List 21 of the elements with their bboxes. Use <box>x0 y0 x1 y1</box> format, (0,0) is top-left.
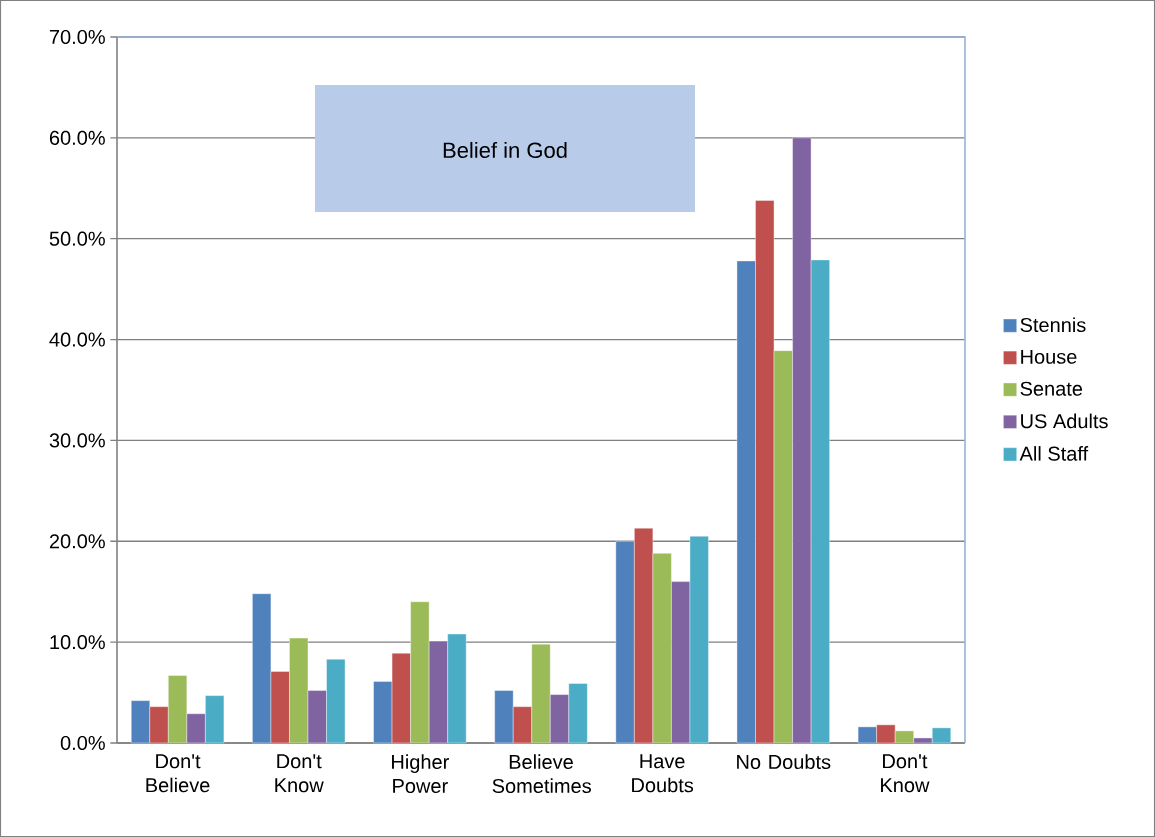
x-tick-label: No Doubts <box>737 754 831 770</box>
y-tick-label: 30.0% <box>49 433 105 448</box>
y-tick-label: 20.0% <box>49 534 105 549</box>
x-tick-label: Don't Believe <box>146 754 210 793</box>
legend-label: House <box>1021 349 1077 364</box>
legend-label: All Staff <box>1019 446 1089 461</box>
y-tick-label: 60.0% <box>49 130 105 145</box>
y-tick-label: 10.0% <box>50 635 105 650</box>
x-tick-label: Don't Know <box>881 754 930 793</box>
legend-label: Stennis <box>1020 317 1086 333</box>
y-tick-label: 40.0% <box>49 332 105 347</box>
x-tick-label: Higher Power <box>392 754 449 794</box>
x-tick-label: Don't Know <box>275 754 324 793</box>
y-tick-label: 50.0% <box>49 231 105 246</box>
legend-label: Senate <box>1020 381 1083 396</box>
legend-label: US Adults <box>1021 413 1108 429</box>
x-tick-label: Have Doubts <box>632 754 694 793</box>
x-tick-label: Believe Sometimes <box>492 754 591 794</box>
text: Belief in God <box>443 141 567 159</box>
y-tick-label: 70.0% <box>49 29 105 45</box>
y-tick-label: 0.0% <box>60 735 105 751</box>
